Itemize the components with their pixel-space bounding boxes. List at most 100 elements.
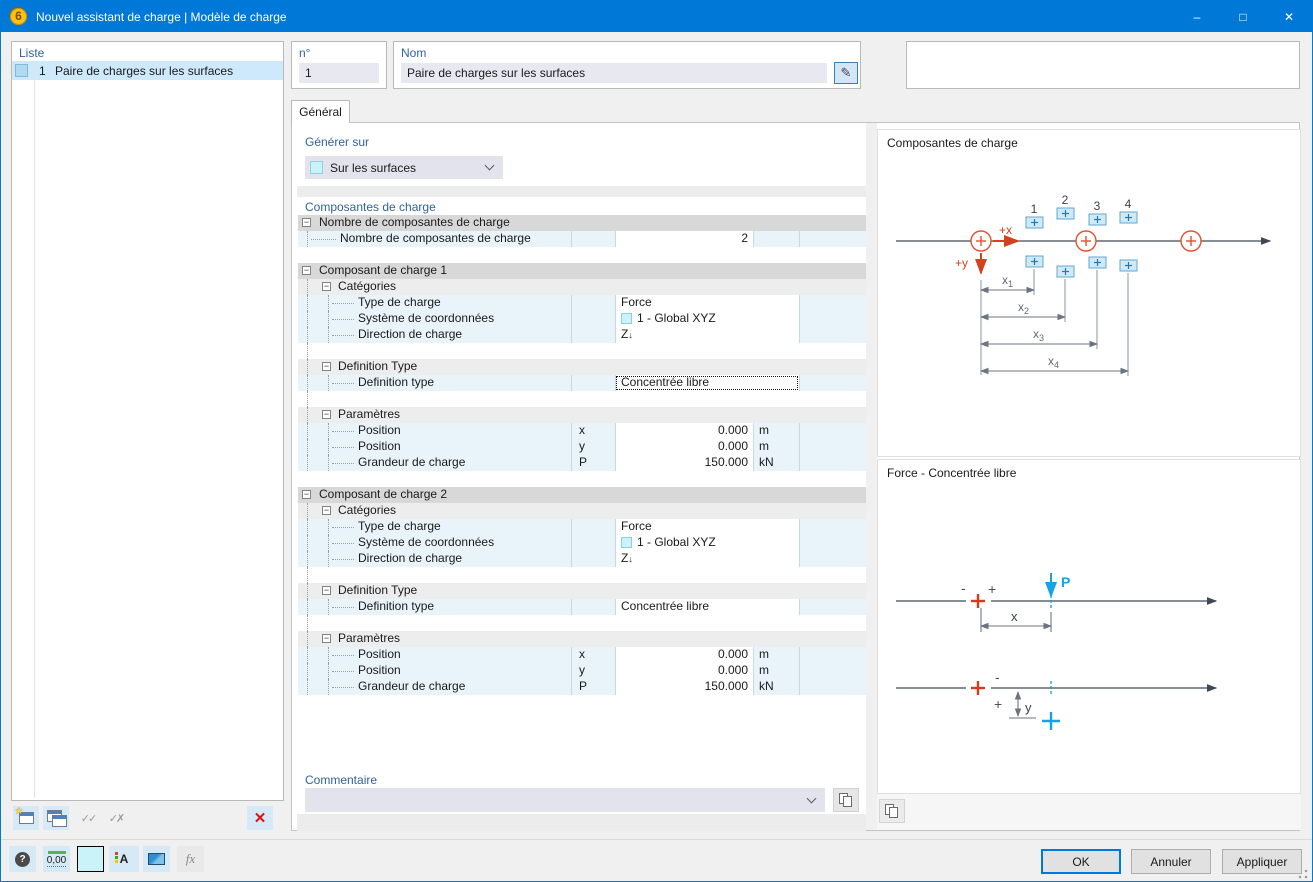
table-subgroup-row[interactable]: − Catégories [298,503,866,519]
param-name-cell: Direction de charge [298,327,571,343]
collapse-expander-icon[interactable]: − [322,409,331,419]
help-button[interactable]: ? [9,846,36,872]
table-group-row[interactable]: − Composant de charge 1 [298,263,866,279]
uncheck-all-button[interactable]: ✓✗ [103,806,129,830]
collapse-expander-icon[interactable]: − [322,281,331,291]
table-data-row[interactable]: Definition type Concentrée libre [298,375,866,391]
check-all-button[interactable]: ✓✓ [75,806,101,830]
symbol-cell [571,327,615,343]
table-data-row[interactable]: Grandeur de charge P 150.000 kN [298,679,866,695]
title-bar[interactable]: 6 Nouvel assistant de charge | Modèle de… [1,1,1312,32]
name-field-input[interactable] [401,63,827,83]
value-cell[interactable]: Concentrée libre [615,375,799,391]
tree-guide-line [328,599,329,615]
generate-on-dropdown[interactable]: Sur les surfaces [305,156,503,179]
row-label-cell: − Definition Type [298,359,866,375]
value-cell[interactable]: Z↓ [615,551,799,567]
cancel-button[interactable]: Annuler [1131,849,1211,874]
diagram-footer-strip [877,794,1301,830]
param-name: Direction de charge [358,327,463,341]
tab-general[interactable]: Général [291,100,350,123]
symbol-cell: y [571,439,615,455]
ok-button[interactable]: OK [1041,849,1121,874]
table-subgroup-row[interactable]: − Definition Type [298,583,866,599]
table-data-row[interactable]: Position x 0.000 m [298,423,866,439]
rename-button[interactable]: ✎ [834,62,858,84]
table-data-row[interactable]: Direction de charge Z↓ [298,551,866,567]
display-properties-button[interactable]: A [109,846,139,872]
table-group-row[interactable]: − Nombre de composantes de charge [298,215,866,231]
table-group-row[interactable]: − Composant de charge 2 [298,487,866,503]
onscreen-display-button[interactable] [143,846,170,872]
number-field-input[interactable] [299,63,379,83]
table-data-row[interactable]: Position y 0.000 m [298,663,866,679]
table-data-row[interactable]: Type de charge Force [298,295,866,311]
tree-connector [332,431,354,432]
spacer-cell [799,423,866,439]
value-cell[interactable]: Concentrée libre [615,599,799,615]
table-data-row[interactable]: Definition type Concentrée libre [298,599,866,615]
table-data-row[interactable]: Système de coordonnées 1 - Global XYZ [298,311,866,327]
value-cell[interactable]: 0.000 [615,647,753,663]
value-cell[interactable]: Force [615,519,799,535]
value-cell[interactable]: 2 [615,231,753,247]
minimize-button[interactable]: – [1193,9,1201,24]
collapse-expander-icon[interactable]: − [322,633,331,643]
value-cell[interactable]: Force [615,295,799,311]
value-cell[interactable]: 0.000 [615,663,753,679]
value-cell[interactable]: 150.000 [615,455,753,471]
close-button[interactable]: ✕ [1283,9,1295,24]
param-name-cell: Position [298,663,571,679]
table-blank-row [298,567,866,583]
comment-combobox[interactable] [305,788,825,812]
collapse-expander-icon[interactable]: − [322,585,331,595]
value-cell[interactable]: 150.000 [615,679,753,695]
units-decimal-places-button[interactable]: 0,00 [43,846,70,872]
load-components-table[interactable]: − Nombre de composantes de charge Nombre d… [298,215,866,695]
table-data-row[interactable]: Système de coordonnées 1 - Global XYZ [298,535,866,551]
resize-grip[interactable] [1298,869,1308,879]
table-data-row[interactable]: Nombre de composantes de charge 2 [298,231,866,247]
param-name-cell: Definition type [298,375,571,391]
collapse-expander-icon[interactable]: − [302,265,311,275]
collapse-expander-icon[interactable]: − [302,217,311,227]
table-subgroup-row[interactable]: − Definition Type [298,359,866,375]
collapse-expander-icon[interactable]: − [322,361,331,371]
table-data-row[interactable]: Grandeur de charge P 150.000 kN [298,455,866,471]
table-data-row[interactable]: Type de charge Force [298,519,866,535]
collapse-expander-icon[interactable]: − [302,489,311,499]
background-color-button[interactable] [77,846,104,872]
value-cell[interactable]: Z↓ [615,327,799,343]
new-item-button[interactable]: ★ [13,806,39,830]
value-text: Z [621,551,629,565]
export-graphic-button[interactable] [879,799,905,823]
components-diagram-title: Composantes de charge [887,136,1018,150]
table-data-row[interactable]: Position y 0.000 m [298,439,866,455]
param-name: Nombre de composantes de charge [340,231,531,245]
value-cell[interactable]: 0.000 [615,423,753,439]
value-cell[interactable]: 1 - Global XYZ [615,311,799,327]
row-spacer [298,567,866,583]
copy-item-button[interactable] [43,806,69,830]
load-model-list[interactable]: 1 Paire de charges sur les surfaces [12,61,283,80]
value-cell[interactable]: 1 - Global XYZ [615,535,799,551]
collapse-expander-icon[interactable]: − [322,505,331,515]
apply-button[interactable]: Appliquer [1222,849,1302,874]
delete-item-button[interactable]: ✕ [247,806,273,830]
table-subgroup-row[interactable]: − Catégories [298,279,866,295]
maximize-button[interactable]: □ [1239,9,1247,24]
table-data-row[interactable]: Position x 0.000 m [298,647,866,663]
tree-guide-line [328,423,329,439]
row-label-cell: − Catégories [298,503,866,519]
list-item[interactable]: 1 Paire de charges sur les surfaces [12,61,283,80]
param-name-cell: Système de coordonnées [298,311,571,327]
table-data-row[interactable]: Direction de charge Z↓ [298,327,866,343]
table-subgroup-row[interactable]: − Paramètres [298,407,866,423]
list-column-separator [34,61,35,798]
formula-button[interactable]: fx [177,846,204,872]
table-subgroup-row[interactable]: − Paramètres [298,631,866,647]
copy-comment-button[interactable] [833,788,859,812]
symbol-cell: x [571,423,615,439]
value-cell[interactable]: 0.000 [615,439,753,455]
unit-cell: m [753,647,799,663]
